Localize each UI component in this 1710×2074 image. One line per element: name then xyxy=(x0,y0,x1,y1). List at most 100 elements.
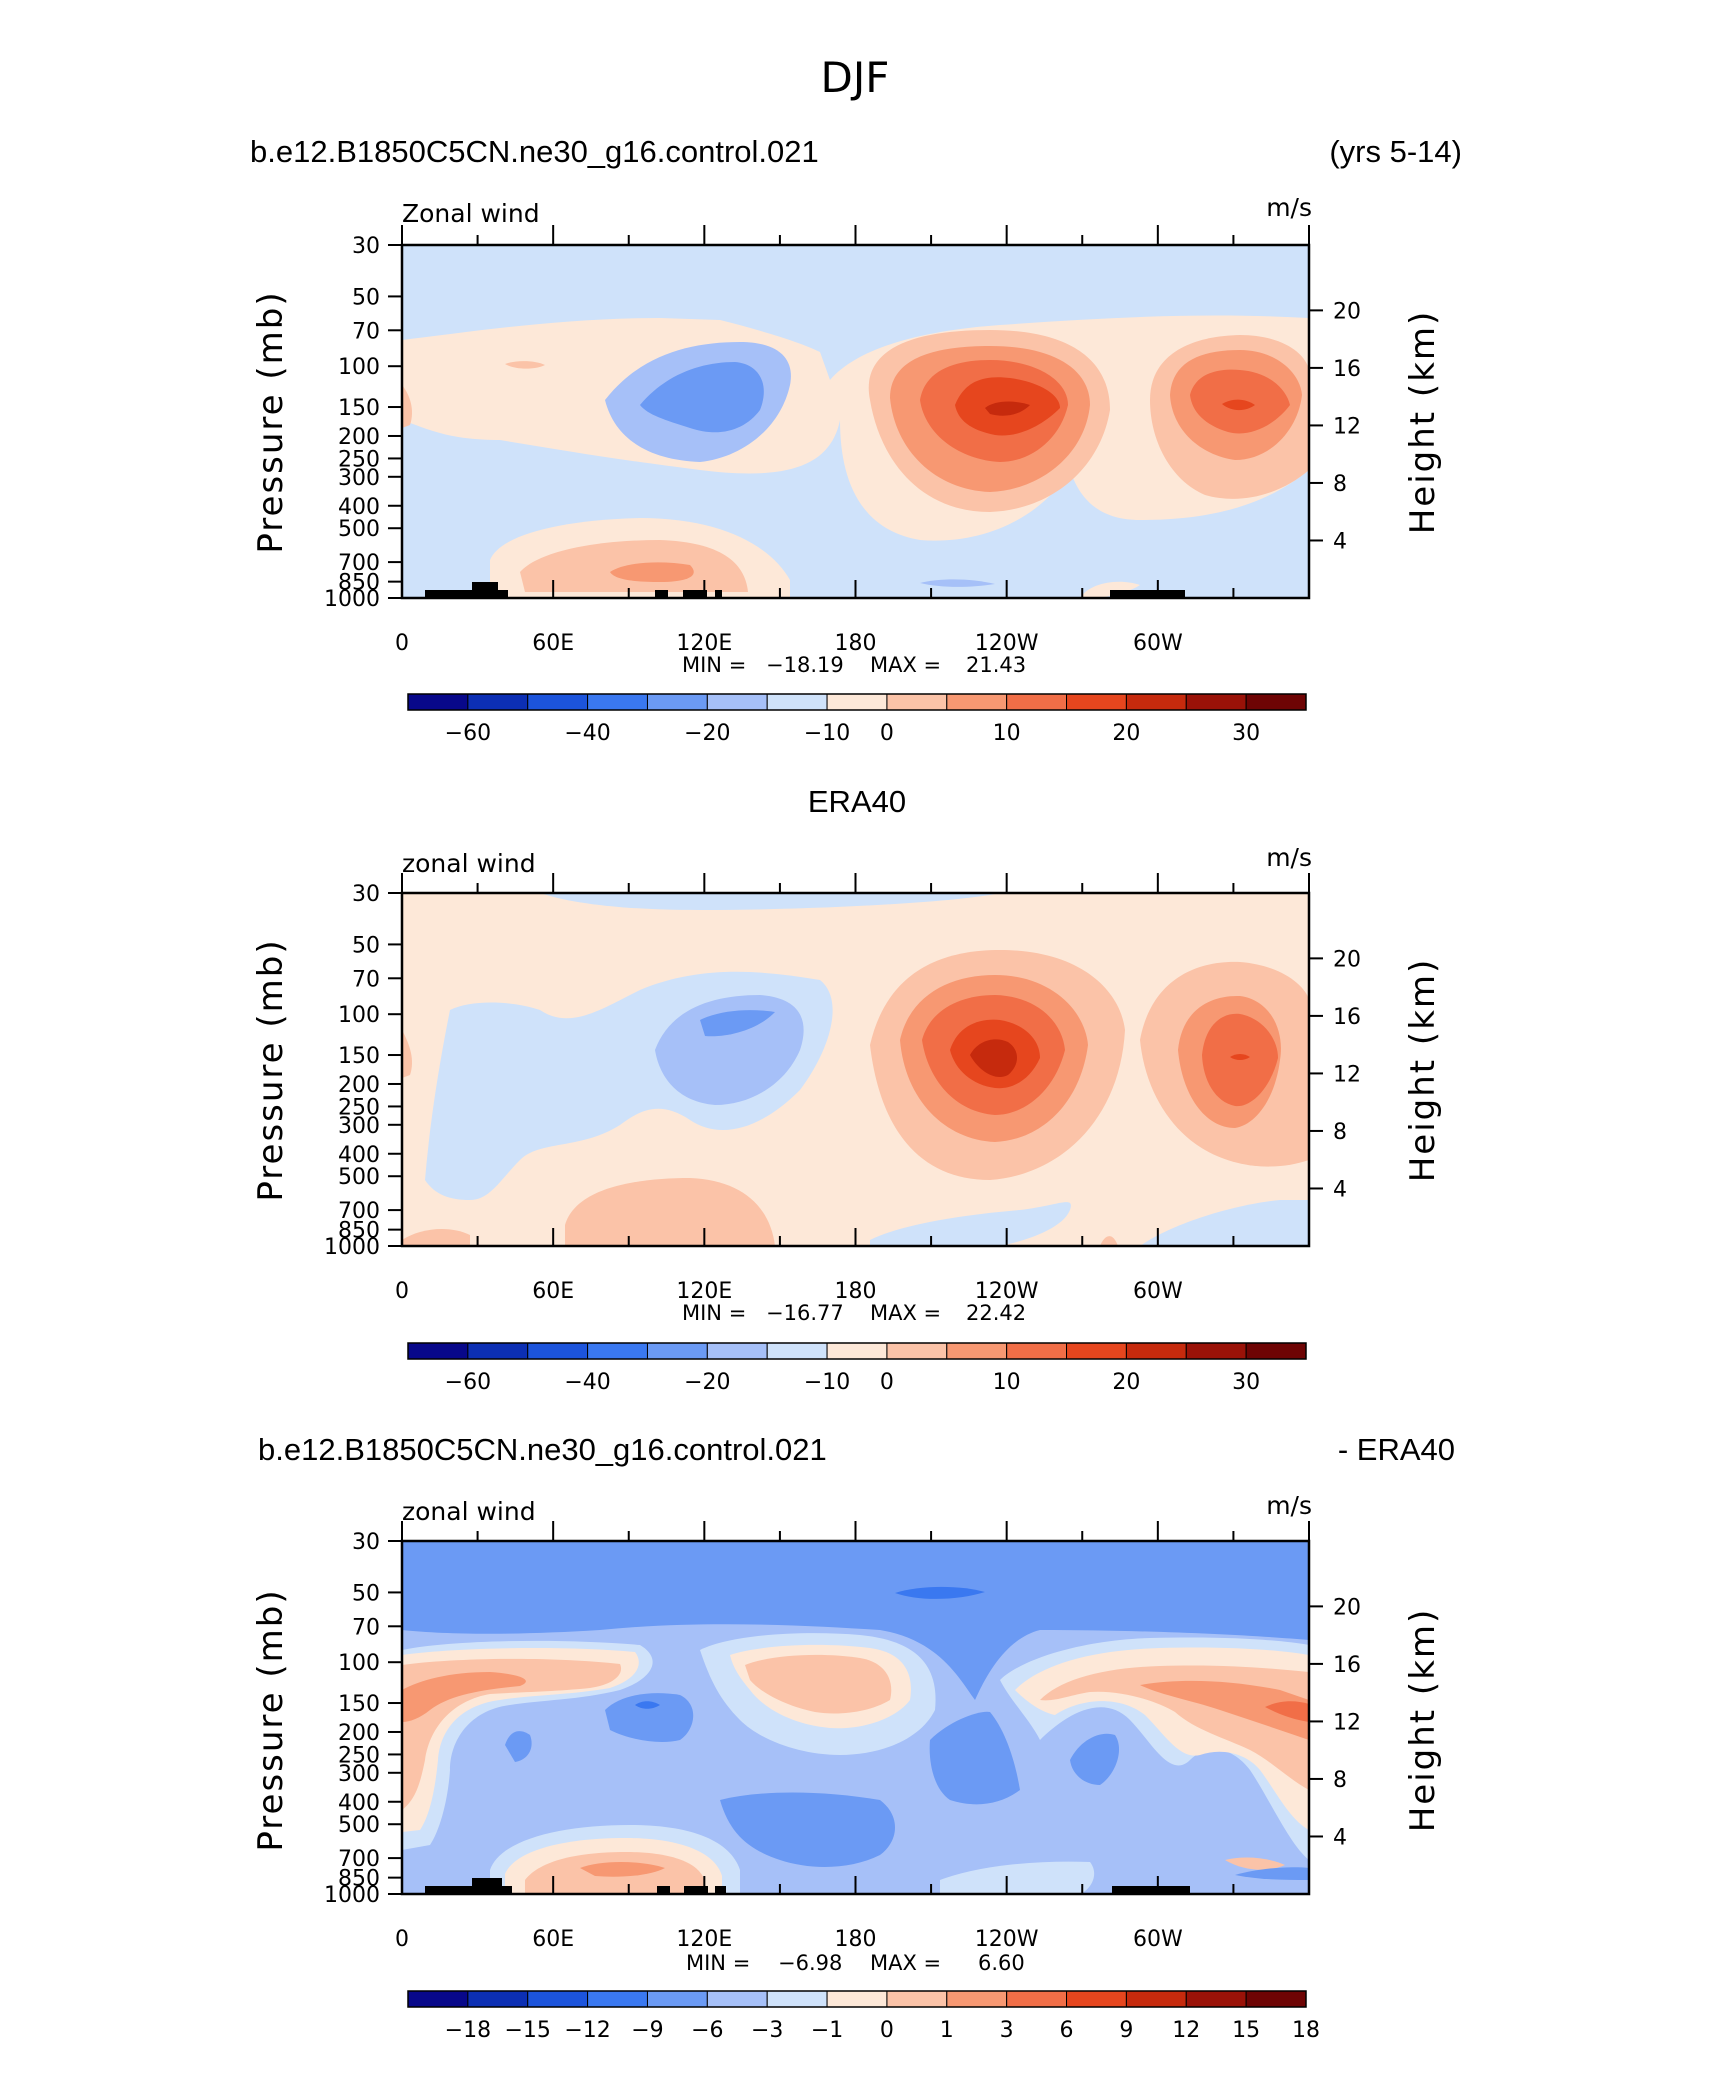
y-tick-label: 300 xyxy=(338,1114,380,1139)
panel-model-max-value: 21.43 xyxy=(966,653,1026,677)
x-tick-label: 0 xyxy=(395,1927,409,1952)
topography-model xyxy=(425,582,1185,598)
y-tick-label: 250 xyxy=(338,1095,380,1120)
y-tick-label: 1000 xyxy=(324,1883,380,1908)
figure-title: DJF xyxy=(821,53,890,102)
colorbar-label: −60 xyxy=(445,721,491,746)
colorbar-swatch xyxy=(1125,693,1187,711)
colorbar-swatch xyxy=(527,693,589,711)
contour-fill-era-lower-small-warm xyxy=(1100,1236,1118,1246)
contour-fill-diff-east-lvl4 xyxy=(1140,1680,1309,1740)
panel-diff-min-value: −6.98 xyxy=(778,1951,842,1975)
panel-model-colorbar: −60 −40 −20 −10 0 10 20 30 xyxy=(407,693,1307,746)
panel-era40: ERA40 zonal wind m/s Pressure (mb) Heigh… xyxy=(251,784,1443,1395)
y-tick-label: 400 xyxy=(338,1791,380,1816)
colorbar-swatch xyxy=(1245,1342,1307,1360)
colorbar-swatch xyxy=(1006,1342,1068,1360)
x-tick-label: 120E xyxy=(676,1927,732,1952)
y-tick-label: 150 xyxy=(338,396,380,421)
contour-fill-diff-top-strong xyxy=(895,1586,985,1599)
colorbar-swatch xyxy=(1125,1342,1187,1360)
panel-era40-max-value: 22.42 xyxy=(966,1301,1026,1325)
colorbar-label: −6 xyxy=(691,2018,723,2043)
panel-era40-min-label: MIN = xyxy=(682,1301,746,1325)
colorbar-swatch xyxy=(826,693,888,711)
contour-fill-model-easterly-lvl2 xyxy=(640,362,764,433)
panel-era40-field-label: zonal wind xyxy=(402,849,536,878)
colorbar-swatch xyxy=(946,693,1008,711)
panel-model-min-label: MIN = xyxy=(682,653,746,677)
x-tick-label: 120W xyxy=(975,631,1039,656)
y-tick-label: 700 xyxy=(338,551,380,576)
colorbar-swatch xyxy=(407,693,469,711)
colorbar-swatch xyxy=(467,1342,529,1360)
contour-fill-diff-top-band xyxy=(402,1541,1309,1700)
x-tick-label: 180 xyxy=(835,631,877,656)
colorbar-swatch xyxy=(826,1342,888,1360)
y-tick-label: 400 xyxy=(338,495,380,520)
contour-fill-diff-low-east-neg xyxy=(940,1861,1095,1894)
colorbar-swatch xyxy=(527,1342,589,1360)
colorbar-swatch xyxy=(1066,1990,1127,2008)
colorbar-frame xyxy=(407,1990,1307,2008)
y-tick-label: 700 xyxy=(338,1847,380,1872)
colorbar-swatch xyxy=(766,693,828,711)
contour-fill-era-easterly-lvl1 xyxy=(655,995,804,1105)
panel-model-plot-area xyxy=(400,243,1311,600)
colorbar-swatch xyxy=(1125,1990,1187,2008)
panel-era40-ylabel: Pressure (mb) xyxy=(251,938,291,1201)
contour-fill-model-jet1-core xyxy=(985,401,1030,416)
colorbar-label: −40 xyxy=(564,1370,610,1395)
y-right-tick-label: 4 xyxy=(1333,1177,1347,1202)
panel-model-field-label: Zonal wind xyxy=(402,199,540,228)
colorbar-label: −10 xyxy=(804,721,850,746)
y-tick-label: 70 xyxy=(352,1615,380,1640)
colorbar-label: 18 xyxy=(1292,2018,1320,2043)
contour-fill-diff-jet1-lvl3 xyxy=(745,1654,892,1714)
colorbar-swatch xyxy=(1185,693,1247,711)
contour-fill-model-lower-lvl3 xyxy=(610,562,694,582)
y-tick-label: 200 xyxy=(338,425,380,450)
panel-model-max-label: MAX = xyxy=(870,653,941,677)
colorbar-frame xyxy=(407,693,1307,711)
colorbar-swatch xyxy=(407,1990,469,2008)
panel-era40-header: ERA40 xyxy=(808,784,906,819)
contour-fill-diff-mid-neg-5 xyxy=(720,1792,895,1867)
y-tick-label: 30 xyxy=(352,234,380,259)
panel-diff-ylabel: Pressure (mb) xyxy=(251,1588,291,1851)
panel-era40-min-value: −16.77 xyxy=(766,1301,844,1325)
panel-model: b.e12.B1850C5CN.ne30_g16.control.021 (yr… xyxy=(250,134,1462,746)
colorbar-label: 0 xyxy=(880,2018,894,2043)
y-right-tick-label: 20 xyxy=(1333,299,1361,324)
colorbar-label: 6 xyxy=(1060,2018,1074,2043)
contour-fill-model-small-blob xyxy=(505,361,545,369)
contour-fill-era-west-edge xyxy=(402,1030,413,1078)
contour-fill-era-easterly-lvl2 xyxy=(700,1010,775,1037)
x-tick-label: 120W xyxy=(975,1279,1039,1304)
contour-fill-model-west-edge xyxy=(402,385,413,428)
x-tick-label: 180 xyxy=(835,1927,877,1952)
x-tick-label: 60E xyxy=(532,1927,574,1952)
panel-model-ylabel-right: Height (km) xyxy=(1403,310,1443,535)
y-tick-label: 400 xyxy=(338,1143,380,1168)
y-tick-label: 50 xyxy=(352,285,380,310)
y-right-tick-label: 8 xyxy=(1333,472,1347,497)
colorbar-swatch xyxy=(587,1990,648,2008)
colorbar-label: −3 xyxy=(751,2018,783,2043)
y-tick-label: 100 xyxy=(338,1651,380,1676)
colorbar-frame xyxy=(407,1342,1307,1360)
y-right-tick-label: 12 xyxy=(1333,1062,1361,1087)
x-tick-label: 120W xyxy=(975,1927,1039,1952)
y-right-tick-label: 12 xyxy=(1333,414,1361,439)
x-tick-label: 0 xyxy=(395,631,409,656)
y-tick-label: 1000 xyxy=(324,587,380,612)
colorbar-swatch xyxy=(1006,693,1068,711)
contour-fill-era-lower-neg-east xyxy=(1140,1200,1309,1246)
y-right-tick-label: 20 xyxy=(1333,1595,1361,1620)
contour-fill-era-jet2-core xyxy=(1230,1054,1250,1060)
colorbar-swatch xyxy=(706,1342,768,1360)
y-tick-label: 30 xyxy=(352,882,380,907)
colorbar-swatch xyxy=(527,1990,589,2008)
panel-diff-min-label: MIN = xyxy=(686,1951,750,1975)
y-tick-label: 700 xyxy=(338,1199,380,1224)
